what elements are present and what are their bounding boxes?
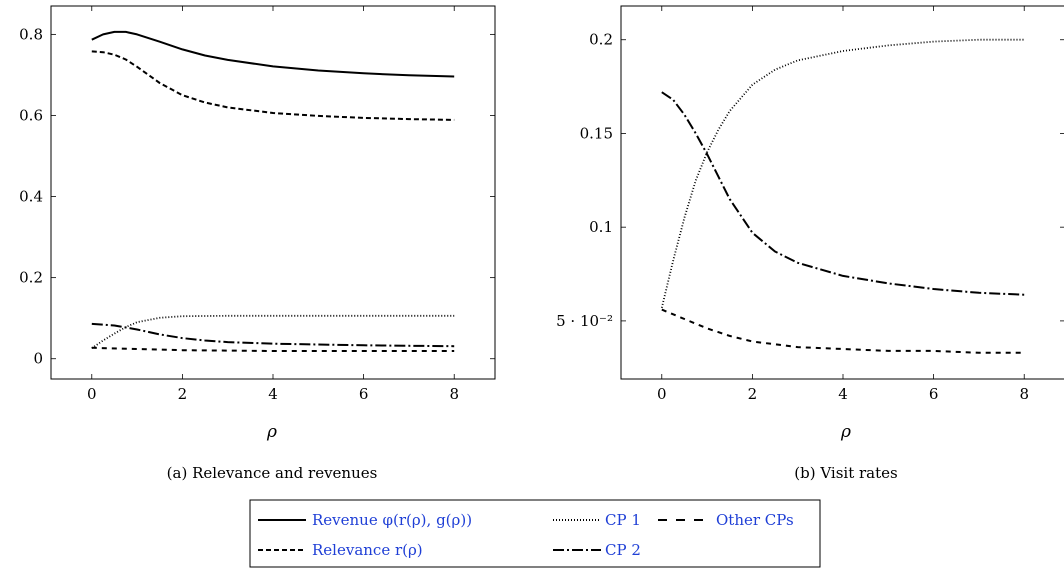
legend-frame — [249, 499, 821, 568]
panel-a-y-tick-label: 0.8 — [19, 25, 43, 43]
panel-b-y-tick-label: 0.15 — [580, 124, 613, 142]
panel-b-series-cp1 — [660, 38, 1025, 309]
panel-b-y-tick-label: 0.1 — [589, 218, 613, 236]
panel-a-lines — [91, 30, 455, 352]
panel-b-lines — [660, 38, 1025, 354]
panel-a-series-revenue — [91, 30, 455, 78]
legend: Revenue φ(r(ρ), g(ρ)) CP 1 Other CPs Rel… — [249, 499, 821, 568]
legend-label-cp2: CP 2 — [605, 541, 641, 559]
panel-b-frame — [620, 5, 1064, 380]
legend-label-revenue: Revenue φ(r(ρ), g(ρ)) — [312, 511, 472, 529]
panel-a-series-cp1 — [91, 314, 455, 349]
panel-a-series-other — [91, 346, 455, 352]
panel-b-x-tick-label: 6 — [929, 385, 939, 403]
panel-b-y-tick-label: 5 · 10⁻² — [556, 312, 613, 330]
panel-a-x-tick-label: 4 — [268, 385, 278, 403]
panel-b-x-tick-label: 4 — [838, 385, 848, 403]
panel-a-y-tick-label: 0.2 — [19, 269, 43, 287]
panel-b-series-other — [661, 308, 1025, 354]
panel-b-series-cp2 — [661, 91, 1025, 296]
panel-b-x-axis-label: ρ — [840, 422, 851, 442]
panel-b-x-tick-label: 0 — [657, 385, 667, 403]
panel-a-ticks: 0 2 4 6 8 0 0.2 0.4 0.6 0.8 — [19, 6, 495, 403]
panel-b-x-tick-label: 2 — [748, 385, 758, 403]
panel-a-x-tick-label: 0 — [87, 385, 97, 403]
panel-a-y-tick-label: 0 — [33, 350, 43, 368]
panel-b-y-tick-label: 0.2 — [589, 31, 613, 49]
panel-a-series-relevance — [91, 50, 455, 121]
panel-a-frame — [50, 5, 496, 380]
panel-a-x-tick-label: 6 — [359, 385, 369, 403]
panel-b-ticks: 0 2 4 6 8 5 · 10⁻² 0.1 0.15 0.2 — [556, 6, 1064, 403]
legend-label-relevance: Relevance r(ρ) — [312, 541, 423, 559]
panel-a-x-tick-label: 2 — [178, 385, 188, 403]
panel-a-y-tick-label: 0.4 — [19, 188, 43, 206]
panel-a-chart: 0 2 4 6 8 0 0.2 0.4 0.6 0.8 ρ (a) Relevance and r… — [19, 5, 496, 482]
panel-a-series-cp2 — [91, 322, 455, 348]
panel-a-caption: (a) Relevance and revenues — [167, 464, 378, 482]
legend-label-other: Other CPs — [716, 511, 794, 529]
panel-a-x-tick-label: 8 — [449, 385, 459, 403]
panel-a-x-axis-label: ρ — [266, 422, 277, 442]
legend-label-cp1: CP 1 — [605, 511, 641, 529]
panel-b-x-tick-label: 8 — [1019, 385, 1029, 403]
panel-b-chart: 0 2 4 6 8 5 · 10⁻² 0.1 0.15 0.2 ρ (b) Visit rate… — [556, 5, 1064, 482]
panel-b-caption: (b) Visit rates — [794, 464, 897, 482]
panel-a-y-tick-label: 0.6 — [19, 106, 43, 124]
